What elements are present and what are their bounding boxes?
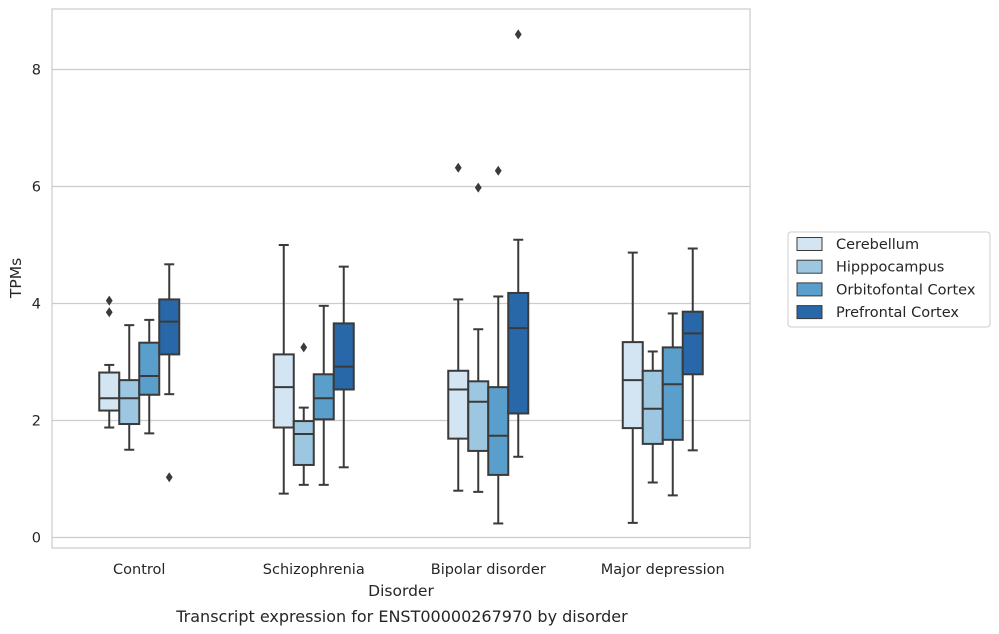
box-iqr	[487, 386, 510, 476]
x-tick-label: Control	[113, 562, 165, 578]
box-iqr	[447, 369, 470, 440]
legend-swatch	[796, 259, 823, 274]
box-cerebellum-control	[98, 295, 121, 429]
chart-caption: Transcript expression for ENST0000026797…	[175, 607, 628, 626]
boxes	[98, 29, 704, 525]
box-iqr	[507, 291, 530, 415]
y-tick-label: 8	[32, 63, 41, 79]
plot-area-frame	[51, 8, 751, 549]
legend: Cerebellum Hipppocampus Orbitofontal Corte…	[787, 231, 991, 328]
x-axis-ticks: Control Schizophrenia Bipolar disorder Majo…	[113, 562, 725, 578]
x-axis-label: Disorder	[368, 582, 434, 600]
box-prefrontal-cortex-major-depression	[681, 247, 704, 452]
box-hipppocampus-major-depression	[641, 350, 664, 484]
box-iqr	[332, 322, 355, 391]
legend-item: Prefrontal Cortex	[796, 305, 959, 321]
legend-frame	[787, 231, 991, 328]
box-hipppocampus-control	[118, 324, 141, 451]
box-cerebellum-schizophrenia	[272, 244, 295, 495]
outlier-point	[474, 182, 482, 193]
outlier-point	[494, 165, 502, 176]
legend-swatch	[796, 237, 823, 251]
outlier-point	[105, 307, 113, 318]
outlier-point	[165, 472, 173, 483]
box-iqr	[158, 298, 181, 356]
legend-label: Prefrontal Cortex	[836, 305, 959, 321]
box-iqr	[661, 346, 684, 441]
box-iqr	[621, 341, 644, 430]
box-hipppocampus-bipolar-disorder	[467, 182, 490, 493]
box-orbitofontal-cortex-control	[138, 318, 161, 435]
y-tick-label: 6	[32, 180, 41, 196]
box-orbitofontal-cortex-bipolar-disorder	[487, 165, 510, 525]
box-iqr	[681, 310, 704, 376]
y-tick-label: 4	[32, 297, 41, 313]
box-iqr	[272, 353, 295, 429]
outlier-point	[454, 162, 462, 173]
box-iqr	[98, 371, 121, 412]
box-orbitofontal-cortex-schizophrenia	[312, 304, 335, 486]
box-iqr	[312, 373, 335, 421]
box-iqr	[641, 369, 664, 445]
box-hipppocampus-schizophrenia	[292, 342, 315, 486]
y-axis-ticks: 0 2 4 6 8	[32, 63, 41, 547]
box-prefrontal-cortex-schizophrenia	[332, 265, 355, 469]
box-iqr	[467, 380, 490, 452]
box-orbitofontal-cortex-major-depression	[661, 312, 684, 497]
box-prefrontal-cortex-control	[158, 263, 181, 483]
box-prefrontal-cortex-bipolar-disorder	[507, 29, 530, 458]
box-iqr	[138, 341, 161, 396]
legend-label: Hipppocampus	[836, 260, 944, 276]
legend-item: Cerebellum	[796, 237, 919, 253]
legend-item: Orbitofontal Cortex	[796, 282, 976, 298]
outlier-point	[105, 295, 113, 306]
y-tick-label: 2	[32, 414, 41, 430]
legend-label: Orbitofontal Cortex	[836, 282, 976, 298]
legend-item: Hipppocampus	[796, 259, 944, 276]
legend-swatch	[796, 305, 823, 320]
outlier-point	[514, 29, 522, 40]
box-iqr	[292, 420, 315, 466]
x-tick-label: Schizophrenia	[263, 562, 365, 578]
y-tick-label: 0	[32, 531, 41, 547]
x-tick-label: Major depression	[601, 562, 725, 578]
x-tick-label: Bipolar disorder	[431, 562, 546, 578]
box-iqr	[118, 379, 141, 426]
y-axis-label: TPMs	[7, 258, 25, 299]
outlier-point	[300, 342, 308, 353]
legend-swatch	[796, 282, 823, 297]
legend-label: Cerebellum	[836, 237, 919, 253]
